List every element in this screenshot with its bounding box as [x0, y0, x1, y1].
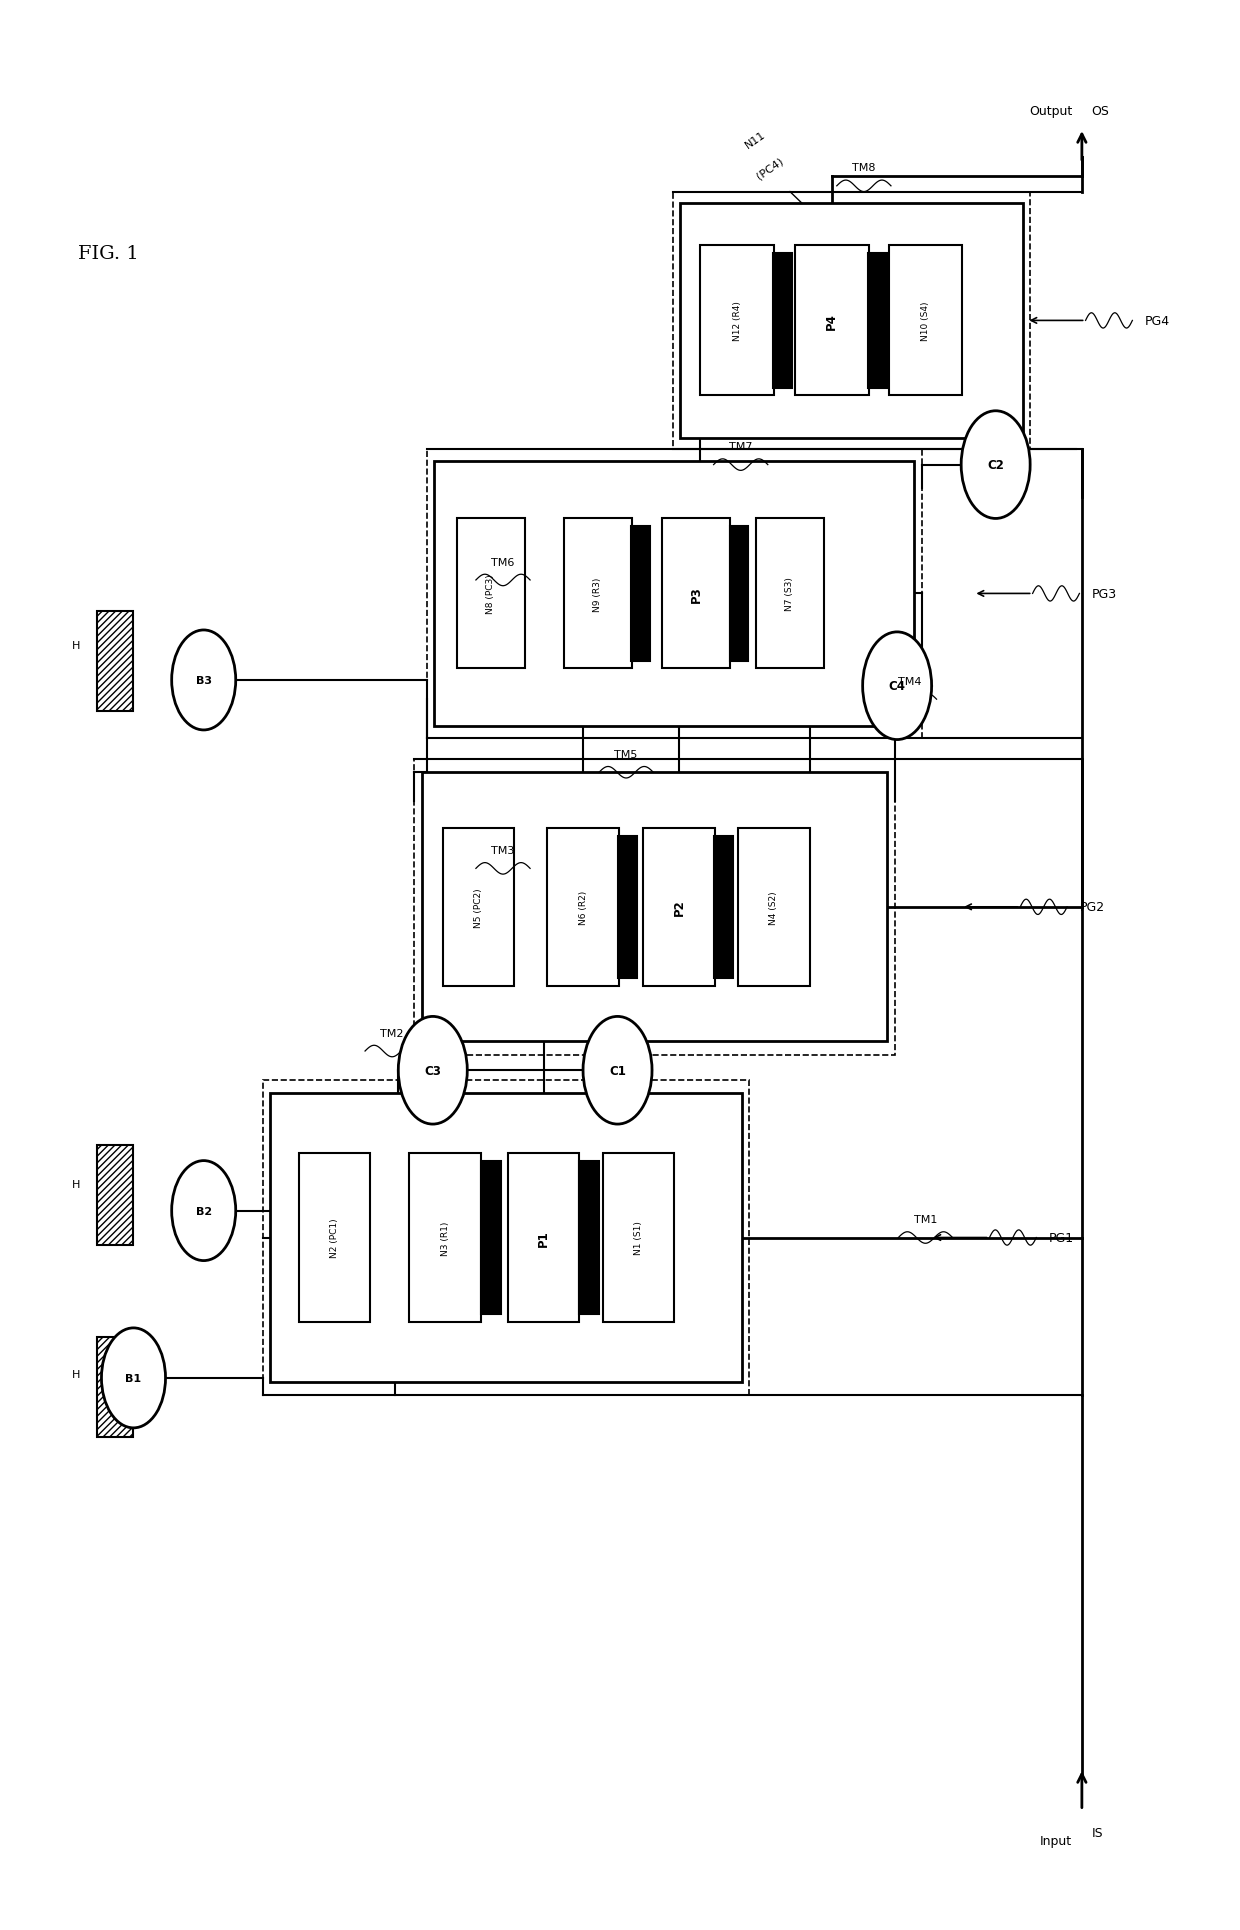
Text: TM2: TM2	[381, 1029, 404, 1038]
Bar	[97, 1146, 134, 1245]
Bar	[714, 836, 733, 979]
Text: TM6: TM6	[491, 558, 515, 567]
Text: H: H	[72, 641, 81, 650]
Text: P3: P3	[689, 585, 703, 602]
Bar	[547, 828, 619, 986]
Text: B2: B2	[196, 1206, 212, 1216]
Bar	[631, 527, 650, 662]
Bar	[443, 828, 515, 986]
Text: N1 (S1): N1 (S1)	[634, 1222, 644, 1254]
Text: N6 (R2): N6 (R2)	[579, 890, 588, 924]
Bar	[422, 772, 888, 1042]
Bar	[409, 1154, 481, 1322]
Bar	[481, 1162, 501, 1314]
Text: PG3: PG3	[1091, 587, 1117, 600]
Circle shape	[961, 411, 1030, 519]
Text: TM7: TM7	[729, 442, 753, 452]
Text: N12 (R4): N12 (R4)	[733, 301, 742, 342]
Circle shape	[171, 631, 236, 731]
Text: OS: OS	[1091, 104, 1110, 118]
Bar	[508, 1154, 579, 1322]
Circle shape	[583, 1017, 652, 1125]
Bar	[299, 1154, 370, 1322]
Text: (PC4): (PC4)	[755, 154, 786, 181]
Text: IS: IS	[1091, 1826, 1104, 1839]
Text: PG4: PG4	[1145, 315, 1169, 328]
Text: P2: P2	[672, 899, 686, 915]
Bar	[603, 1154, 675, 1322]
Bar	[414, 758, 895, 1056]
Bar	[270, 1094, 742, 1382]
Bar	[427, 450, 921, 739]
Text: TM4: TM4	[898, 676, 921, 687]
Text: C4: C4	[889, 679, 905, 693]
Text: N11: N11	[744, 129, 768, 151]
Text: N8 (PC3): N8 (PC3)	[486, 575, 495, 614]
Bar	[564, 519, 631, 670]
Bar	[97, 1337, 134, 1438]
Text: P4: P4	[826, 313, 838, 330]
Circle shape	[171, 1162, 236, 1260]
Bar	[756, 519, 823, 670]
Circle shape	[863, 633, 931, 741]
Text: C2: C2	[987, 459, 1004, 471]
Bar	[738, 828, 810, 986]
Text: N10 (S4): N10 (S4)	[921, 301, 930, 342]
Bar	[456, 519, 525, 670]
Bar	[434, 461, 914, 728]
Bar	[774, 255, 792, 388]
Text: TM5: TM5	[615, 749, 637, 758]
Bar	[662, 519, 730, 670]
Text: C1: C1	[609, 1063, 626, 1077]
Bar	[644, 828, 714, 986]
Text: H: H	[72, 1179, 81, 1189]
Text: N9 (R3): N9 (R3)	[593, 577, 603, 612]
Text: N5 (PC2): N5 (PC2)	[474, 888, 482, 926]
Bar	[889, 247, 962, 396]
Bar	[619, 836, 636, 979]
Bar	[795, 247, 869, 396]
Text: P1: P1	[537, 1229, 551, 1247]
Text: B3: B3	[196, 676, 212, 685]
Bar	[681, 205, 1023, 438]
Bar	[263, 1081, 749, 1395]
Bar	[868, 255, 887, 388]
Text: PG1: PG1	[1049, 1231, 1074, 1245]
Text: C3: C3	[424, 1063, 441, 1077]
Bar	[701, 247, 774, 396]
Text: H: H	[72, 1368, 81, 1380]
Text: Input: Input	[1040, 1834, 1073, 1847]
Text: PG2: PG2	[1079, 901, 1105, 913]
Bar	[729, 527, 748, 662]
Text: FIG. 1: FIG. 1	[78, 245, 139, 262]
Circle shape	[398, 1017, 467, 1125]
Text: N7 (S3): N7 (S3)	[785, 577, 795, 612]
Text: Output: Output	[1029, 104, 1073, 118]
Text: B1: B1	[125, 1372, 141, 1384]
Text: TM8: TM8	[852, 164, 875, 174]
Bar	[579, 1162, 599, 1314]
Text: N3 (R1): N3 (R1)	[440, 1220, 450, 1254]
Text: N4 (S2): N4 (S2)	[770, 890, 779, 924]
Text: TM1: TM1	[914, 1214, 937, 1224]
Bar	[673, 193, 1030, 450]
Text: TM3: TM3	[491, 845, 515, 855]
Bar	[97, 612, 134, 712]
Text: N2 (PC1): N2 (PC1)	[330, 1218, 339, 1258]
Circle shape	[102, 1328, 165, 1428]
